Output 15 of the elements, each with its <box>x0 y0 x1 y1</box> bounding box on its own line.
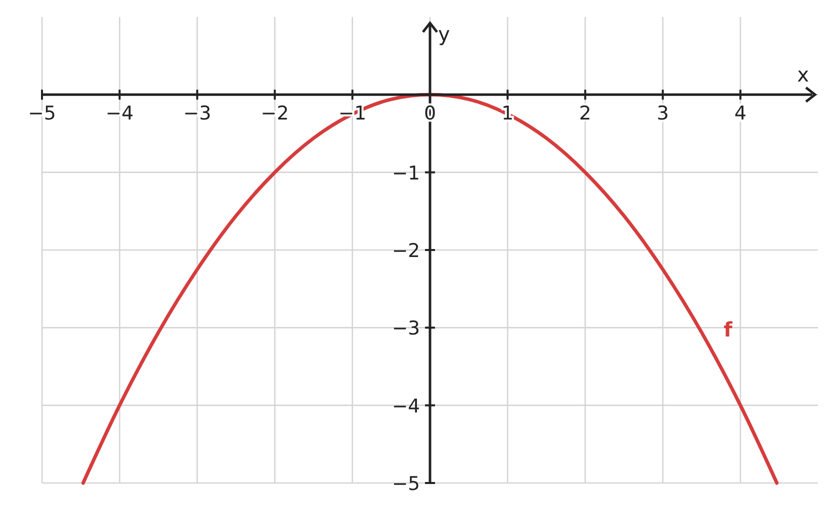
x-tick-label: 2 <box>579 102 592 125</box>
series-label: f <box>724 317 733 342</box>
x-tick-label: −5 <box>28 102 56 125</box>
y-axis-title: y <box>438 22 450 46</box>
x-tick-label: −3 <box>183 102 212 125</box>
x-tick-label: 3 <box>656 102 669 125</box>
y-tick-label: −1 <box>392 162 420 184</box>
x-tick-label: −2 <box>260 102 289 125</box>
x-tick-label: 4 <box>734 102 746 125</box>
y-tick-label: −4 <box>392 395 420 418</box>
y-tick-label: −3 <box>392 318 420 340</box>
y-tick-label: −5 <box>392 473 420 495</box>
x-axis-title: x <box>797 62 810 87</box>
y-tick-label: −2 <box>392 240 420 262</box>
x-tick-label: −4 <box>106 102 134 125</box>
